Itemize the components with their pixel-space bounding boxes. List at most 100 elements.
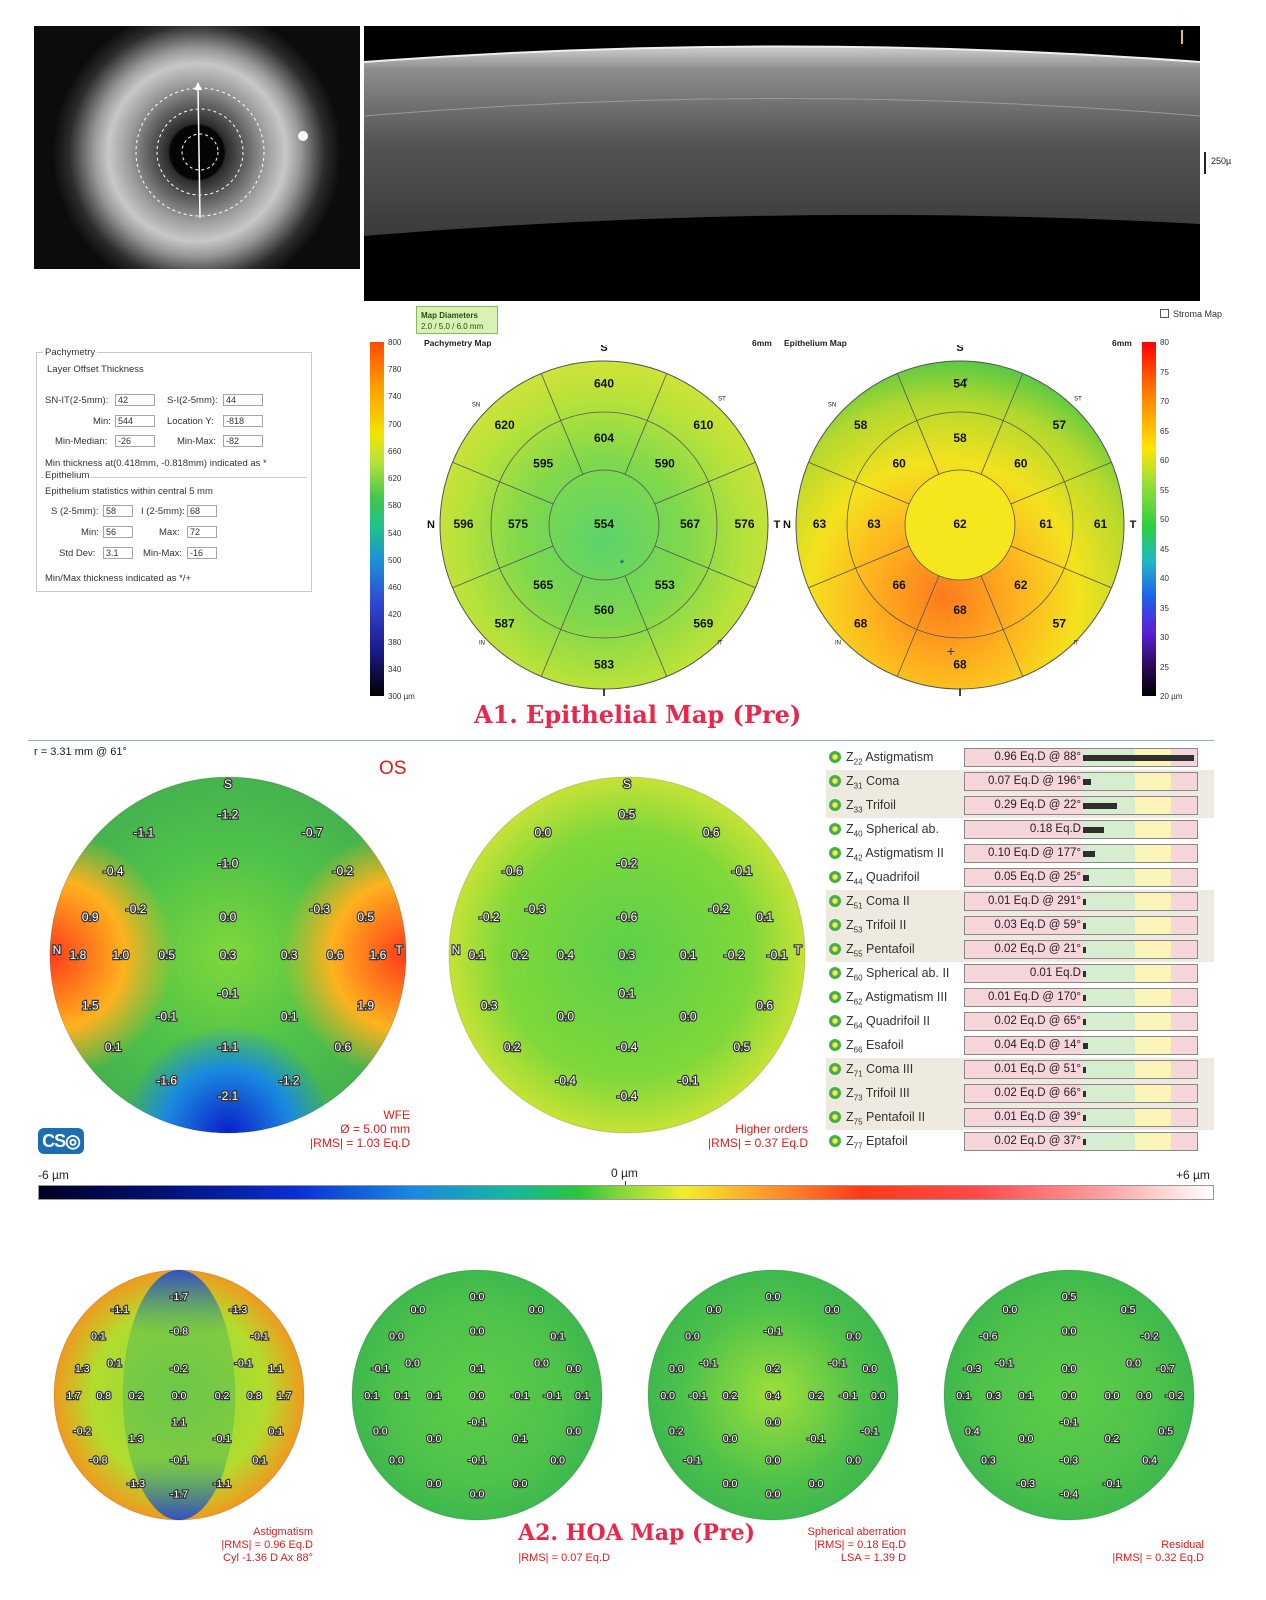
epi-s-field[interactable]: 58: [103, 505, 133, 517]
magnitude-bar: [1083, 995, 1086, 1001]
wavefront-value: 1.9: [357, 999, 374, 1013]
outer-value-in: 587: [495, 617, 515, 631]
zernike-row[interactable]: Z53 Trifoil II 0.03 Eq.D @ 59°: [826, 914, 1214, 938]
wavefront-value: -0.4: [103, 864, 124, 878]
wavefront-value: -0.1: [689, 1390, 707, 1402]
checkbox-icon[interactable]: [1160, 309, 1169, 318]
epi-min-field[interactable]: 56: [103, 526, 133, 538]
zernike-row[interactable]: Z75 Pentafoil II 0.01 Eq.D @ 39°: [826, 1106, 1214, 1130]
inner-value-st: 590: [655, 456, 675, 470]
zernike-symbol: Z: [846, 894, 854, 908]
zernike-row[interactable]: Z60 Spherical ab. II 0.01 Eq.D: [826, 962, 1214, 986]
grid-point: [134, 907, 138, 911]
zernike-value: 0.02 Eq.D @ 37°: [994, 1135, 1081, 1147]
grid-point: [1110, 1393, 1114, 1397]
spherical-caption: Spherical aberration |RMS| = 0.18 Eq.D L…: [808, 1526, 906, 1565]
grid-point: [226, 992, 230, 995]
zernike-row[interactable]: Z64 Quadrifoil II 0.02 Eq.D @ 65°: [826, 1010, 1214, 1034]
zernike-value-box: 0.01 Eq.D @ 39°: [964, 1108, 1198, 1127]
wavefront-value: 0.4: [1142, 1454, 1157, 1466]
min-max-field[interactable]: -82: [223, 435, 263, 447]
zernike-row[interactable]: Z77 Eptafoil 0.02 Eq.D @ 37°: [826, 1130, 1214, 1154]
zernike-row[interactable]: Z55 Pentafoil 0.02 Eq.D @ 21°: [826, 938, 1214, 962]
grid-point: [1164, 1366, 1167, 1370]
sector-divider: [624, 575, 668, 677]
wavefront-value: 0.0: [470, 1390, 485, 1402]
zernike-row[interactable]: Z22 Astigmatism 0.96 Eq.D @ 88°: [826, 746, 1214, 770]
zernike-row[interactable]: Z31 Coma 0.07 Eq.D @ 196°: [826, 770, 1214, 794]
zernike-label: Spherical ab.: [862, 822, 939, 836]
outer-value-it: 569: [693, 617, 713, 631]
wfe-map[interactable]: -1.2 -1.1 -0.7 -0.4 -1.0 -0.2 -0.2 -0.3 0.9 0.0 0.…: [48, 775, 408, 1135]
wavefront-value: 0.1: [680, 948, 697, 962]
s-i-field[interactable]: 44: [223, 394, 263, 406]
grid-point: [847, 1393, 850, 1397]
wavefront-value: 0.1: [394, 1390, 409, 1402]
wavefront-value: 0.4: [965, 1425, 980, 1437]
outer-value-n: 596: [453, 517, 473, 531]
astigmatism-map[interactable]: -1.7 -1.1 -1.3 0.1 -0.8 -0.1 0.1 -0.1 1.3 -0.2 1.1…: [52, 1268, 306, 1522]
residual-title: Residual: [1161, 1539, 1204, 1551]
astigmatism-cyl: Cyl -1.36 D Ax 88°: [223, 1552, 313, 1564]
map-diameters-box[interactable]: Map Diameters 2.0 / 5.0 / 6.0 mm: [416, 306, 498, 334]
zernike-row[interactable]: Z33 Trifoil 0.29 Eq.D @ 22°: [826, 794, 1214, 818]
zernike-row[interactable]: Z40 Spherical ab. 0.18 Eq.D: [826, 818, 1214, 842]
higher-orders-map[interactable]: 0.5 0.0 0.6 -0.6 -0.2 -0.1 -0.3 -0.2 -0.2 -0.6 0.1…: [447, 775, 807, 1135]
zernike-row[interactable]: Z66 Esafoil 0.04 Eq.D @ 14°: [826, 1034, 1214, 1058]
zernike-value-box: 0.03 Eq.D @ 59°: [964, 916, 1198, 935]
epi-std-field[interactable]: 3.1: [103, 547, 133, 559]
min-field[interactable]: 544: [115, 415, 155, 427]
wavefront-value: 0.0: [723, 1433, 738, 1445]
zernike-value: 0.07 Eq.D @ 196°: [988, 775, 1081, 787]
epi-max-field[interactable]: 72: [187, 526, 217, 538]
borderline-range: [1135, 821, 1171, 838]
location-y-field[interactable]: -818: [223, 415, 263, 427]
grid-point: [740, 869, 744, 873]
grid-point: [696, 1393, 699, 1397]
wavefront-value: -0.1: [767, 948, 788, 962]
spherical-map[interactable]: 0.0 0.0 0.0 0.0 -0.1 0.0 -0.1 -0.1 0.0 0.2 0.0 0.0 -…: [646, 1268, 900, 1522]
grid-point: [1067, 1329, 1071, 1332]
scale-tick-label: 740: [388, 392, 402, 402]
label-inferior: I: [602, 687, 605, 697]
zernike-row[interactable]: Z62 Astigmatism III 0.01 Eq.D @ 170°: [826, 986, 1214, 1010]
wavefront-value: 0.2: [766, 1363, 781, 1375]
inner-value-s: 604: [594, 431, 614, 445]
zernike-row[interactable]: Z73 Trifoil III 0.02 Eq.D @ 66°: [826, 1082, 1214, 1106]
zernike-index: 75: [853, 1117, 863, 1127]
zernike-row[interactable]: Z51 Coma II 0.01 Eq.D @ 291°: [826, 890, 1214, 914]
pachymetry-map[interactable]: * 554 604 640 590 610 567 576 553 569 560 583 565 587…: [424, 345, 784, 697]
grid-point: [253, 1393, 256, 1397]
zernike-symbol: Z: [846, 870, 854, 884]
outer-value-it: 57: [1053, 617, 1067, 631]
scale-tick-label: 45: [1160, 544, 1169, 554]
epi-i-field[interactable]: 68: [187, 505, 217, 517]
wavefront-value: -0.2: [170, 1363, 188, 1375]
zernike-mode-icon: [829, 1063, 841, 1075]
pachymetry-scale-ticks: 800 780 740 700 660 620 580 540 500 460 420 380 340 3…: [386, 338, 426, 701]
grid-point: [534, 1307, 538, 1311]
wavefront-value: -0.3: [963, 1363, 981, 1375]
epi-min-max-field[interactable]: -16: [187, 547, 217, 559]
grid-point: [89, 915, 92, 918]
residual-map[interactable]: 0.5 0.0 0.5 -0.6 0.0 -0.2 -0.1 0.0 -0.3 0.0 -0.7 0.…: [942, 1268, 1196, 1522]
coma-map[interactable]: 0.0 0.0 0.0 0.0 0.0 0.1 0.0 0.0 -0.1 0.1 0.0 0.1 0.1…: [350, 1268, 604, 1522]
zernike-row[interactable]: Z42 Astigmatism II 0.10 Eq.D @ 177°: [826, 842, 1214, 866]
sn-it-field[interactable]: 42: [115, 394, 155, 406]
wavefront-value: 0.6: [703, 826, 720, 840]
zernike-row[interactable]: Z44 Quadrifoil 0.05 Eq.D @ 25°: [826, 866, 1214, 890]
wavefront-value: 0.1: [281, 1009, 298, 1023]
grid-point: [1143, 1393, 1146, 1397]
label-nasal: N: [427, 519, 435, 531]
zernike-row[interactable]: Z71 Coma III 0.01 Eq.D @ 51°: [826, 1058, 1214, 1082]
scale-min-label: -6 µm: [38, 1168, 69, 1182]
stroma-map-toggle[interactable]: Stroma Map: [1160, 309, 1222, 319]
wavefront-value: -1.1: [111, 1304, 129, 1316]
min-median-field[interactable]: -26: [115, 435, 155, 447]
grid-point: [564, 953, 567, 957]
scale-bar-line: [1204, 152, 1206, 174]
zernike-label: Coma II: [862, 894, 910, 908]
wavefront-value: 0.0: [411, 1304, 426, 1316]
grid-point: [119, 953, 123, 957]
